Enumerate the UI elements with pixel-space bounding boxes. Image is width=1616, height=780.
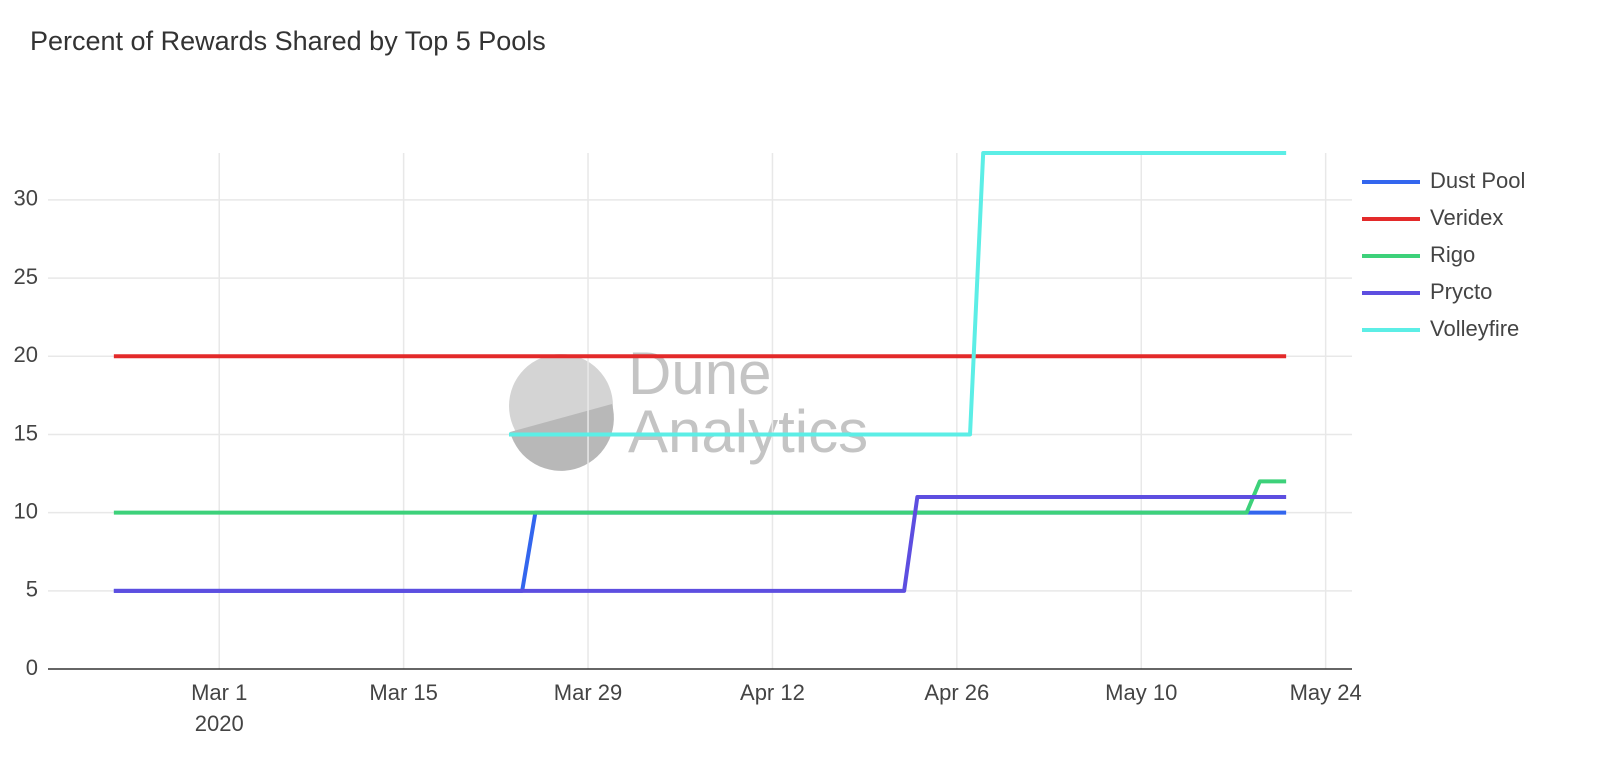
x-tick-label: May 10 — [1105, 680, 1177, 705]
x-tick-label: Apr 12 — [740, 680, 805, 705]
series-line — [509, 151, 1287, 437]
x-tick-label: Apr 26 — [924, 680, 989, 705]
legend-label: Dust Pool — [1430, 168, 1525, 193]
series-line — [113, 495, 1287, 593]
y-tick-label: 10 — [14, 498, 38, 523]
x-tick-label: Mar 1 — [191, 680, 247, 705]
x-tick-label: Mar 15 — [369, 680, 437, 705]
chart-title: Percent of Rewards Shared by Top 5 Pools — [30, 26, 546, 56]
watermark-text: Dune — [628, 340, 771, 407]
y-tick-label: 25 — [14, 264, 38, 289]
plot-area — [113, 151, 1287, 593]
legend-label: Volleyfire — [1430, 316, 1519, 341]
legend-label: Veridex — [1430, 205, 1503, 230]
y-tick-label: 5 — [26, 577, 38, 602]
y-tick-label: 0 — [26, 655, 38, 680]
x-year-label: 2020 — [195, 711, 244, 736]
y-tick-label: 30 — [14, 186, 38, 211]
legend-label: Prycto — [1430, 279, 1492, 304]
legend-label: Rigo — [1430, 242, 1475, 267]
watermark-text: Analytics — [628, 398, 868, 465]
y-tick-label: 15 — [14, 420, 38, 445]
series-line — [113, 510, 1287, 593]
x-tick-label: May 24 — [1290, 680, 1362, 705]
x-tick-label: Mar 29 — [554, 680, 622, 705]
y-tick-label: 20 — [14, 342, 38, 367]
